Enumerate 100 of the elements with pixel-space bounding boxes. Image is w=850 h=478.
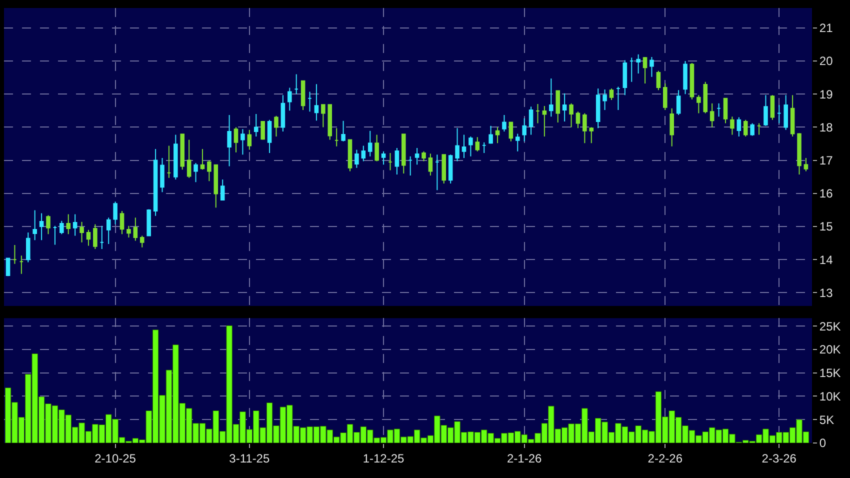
candlestick	[60, 220, 64, 235]
y-tick-label: 15	[819, 220, 834, 234]
candlestick	[80, 221, 84, 243]
candlestick	[750, 122, 754, 136]
x-tick-label: 3-11-25	[229, 451, 270, 466]
x-tick-label: 2-10-25	[94, 451, 136, 466]
candlestick	[46, 214, 50, 235]
candlestick	[670, 108, 674, 147]
candlestick	[280, 94, 286, 132]
candlestick	[408, 156, 412, 176]
candlestick	[462, 134, 466, 158]
candlestick	[308, 91, 312, 112]
candlestick	[200, 148, 205, 170]
candlestick	[804, 157, 808, 172]
candlestick	[160, 157, 164, 193]
candlestick	[240, 128, 245, 156]
candlestick	[609, 88, 614, 101]
candlestick	[642, 56, 648, 84]
y-tick-label: 13	[819, 286, 834, 300]
candlestick	[72, 214, 78, 236]
candlestick	[39, 212, 44, 241]
candlestick	[764, 94, 768, 126]
x-tick-label: 2-2-26	[648, 451, 683, 466]
candlestick	[100, 225, 104, 250]
candlestick	[300, 80, 306, 110]
candlestick	[26, 232, 30, 263]
x-tick-label: 1-12-25	[362, 451, 405, 466]
candlestick	[676, 90, 681, 116]
candlestick	[214, 164, 218, 208]
candlestick	[488, 125, 493, 144]
candlestick	[234, 126, 238, 153]
candlestick	[716, 102, 721, 118]
candlestick	[146, 208, 151, 236]
candlestick	[274, 115, 278, 137]
candlestick	[710, 102, 714, 128]
candlestick	[174, 134, 178, 180]
y-tick-label: 0	[819, 436, 826, 450]
candlestick	[723, 98, 728, 124]
candlestick	[589, 126, 594, 144]
candlestick	[596, 88, 600, 129]
candlestick	[468, 136, 473, 157]
candlestick	[428, 153, 433, 176]
candlestick	[260, 121, 265, 140]
candlestick	[341, 120, 346, 142]
candlestick	[515, 133, 520, 152]
y-tick-label: 14	[819, 252, 834, 267]
y-tick-label: 21	[819, 21, 834, 36]
candlestick	[536, 104, 540, 124]
candlestick	[790, 94, 795, 137]
candlestick	[442, 154, 446, 184]
candlestick	[475, 136, 480, 152]
candlestick	[180, 134, 185, 170]
y-tick-label: 20	[819, 54, 834, 68]
x-tick-label: 2-3-26	[762, 451, 797, 466]
candlestick	[690, 62, 694, 100]
candlestick	[736, 116, 742, 137]
y-tick-label: 20K	[819, 342, 841, 357]
candlestick	[663, 82, 668, 110]
candlestick	[636, 54, 640, 74]
candlestick	[582, 112, 587, 144]
candlestick	[784, 94, 788, 130]
candlestick	[247, 129, 252, 150]
candlestick	[120, 210, 124, 235]
candlestick	[435, 154, 440, 191]
candlestick	[354, 149, 359, 168]
candlestick	[334, 128, 339, 147]
candlestick	[254, 113, 258, 137]
candlestick	[448, 154, 453, 184]
candlestick	[556, 90, 560, 124]
candlestick	[683, 60, 688, 95]
candlestick	[482, 142, 486, 154]
candlestick	[756, 122, 762, 136]
candlestick	[730, 116, 734, 136]
candlestick	[502, 114, 506, 132]
candlestick	[361, 145, 366, 162]
candlestick	[381, 150, 386, 166]
candlestick	[414, 148, 420, 166]
candlestick	[207, 160, 212, 182]
candlestick	[12, 244, 17, 264]
candlestick	[86, 229, 91, 246]
candlestick	[32, 210, 37, 241]
candlestick	[402, 134, 406, 174]
candlestick	[140, 235, 144, 248]
candlestick	[703, 81, 708, 114]
candlestick	[194, 162, 198, 183]
candlestick	[797, 132, 802, 176]
candlestick	[508, 122, 514, 142]
candlestick	[106, 217, 111, 245]
y-tick-label: 18	[819, 120, 834, 134]
candlestick	[542, 106, 547, 137]
candlestick	[422, 150, 426, 162]
candlestick	[288, 87, 292, 112]
candlestick	[166, 145, 172, 178]
candlestick	[294, 74, 298, 95]
candlestick	[220, 179, 225, 201]
candlestick	[770, 94, 775, 120]
candlestick	[186, 139, 192, 178]
candlestick	[616, 86, 620, 110]
candlestick	[348, 139, 352, 172]
candlestick	[227, 114, 232, 167]
